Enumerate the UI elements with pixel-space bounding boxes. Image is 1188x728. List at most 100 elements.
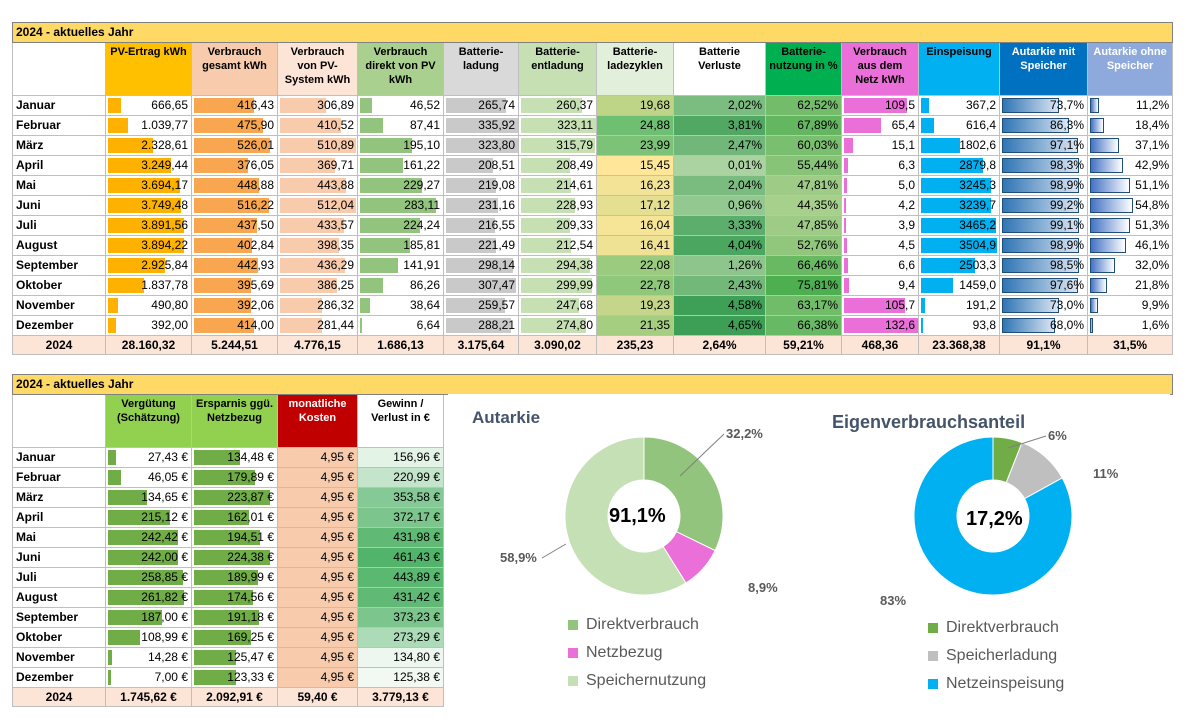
cell-value: 51,3%: [1135, 218, 1170, 232]
table-cell: 1,6%: [1086, 315, 1174, 336]
table-cell: 16,23: [596, 175, 674, 196]
table-row: Juli 258,85 € 189,99 € 4,95 € 443,89 €: [12, 567, 1173, 588]
month-label: Januar: [12, 447, 106, 468]
table-cell: 1459,0: [918, 275, 1000, 296]
cell-value: 4,95 €: [320, 550, 354, 564]
table-cell: 16,04: [596, 215, 674, 236]
table-cell: 9,9%: [1086, 295, 1174, 316]
table-cell: 215,12 €: [105, 507, 192, 528]
cell-value: 37,1%: [1135, 138, 1170, 152]
cell-value: 223,87 €: [227, 490, 274, 504]
table-cell: 42,9%: [1086, 155, 1174, 176]
table-row: Februar 46,05 € 179,89 € 4,95 € 220,99 €: [12, 467, 1173, 488]
cell-value: 86,3%: [1049, 118, 1084, 132]
month-label: Dezember: [12, 315, 106, 336]
table-cell: 2.925,84: [105, 255, 192, 276]
cell-value: 209,33: [556, 218, 593, 232]
table-cell: 98,5%: [999, 255, 1088, 276]
cell-value: 98,5%: [1049, 258, 1084, 272]
data-bar: [1090, 218, 1130, 233]
table-cell: 47,85%: [765, 215, 842, 236]
data-bar: [844, 218, 847, 233]
cell-value: 1.837,78: [141, 278, 188, 292]
cell-value: 299,99: [556, 278, 593, 292]
cell-value: Februar: [16, 470, 61, 484]
cell-value: 134,65 €: [141, 490, 188, 504]
column-header: Batterie-ladezyklen: [596, 42, 674, 96]
month-label: Dezember: [12, 667, 106, 688]
cell-value: 437,50: [237, 218, 274, 232]
cell-value: 68,0%: [1049, 318, 1084, 332]
table-cell: 242,42 €: [105, 527, 192, 548]
data-bar: [844, 98, 907, 113]
total-cell: 91,1%: [999, 335, 1088, 355]
table-cell: 22,78: [596, 275, 674, 296]
table-cell: 98,9%: [999, 235, 1088, 256]
total-cell: 2.092,91 €: [191, 687, 278, 707]
table-cell: 219,08: [443, 175, 519, 196]
data-bar: [446, 138, 518, 153]
data-bar: [921, 198, 992, 213]
table-cell: 86,3%: [999, 115, 1088, 136]
cell-value: 4,95 €: [320, 530, 354, 544]
cell-value: 187,00 €: [141, 610, 188, 624]
table-cell: 65,4: [841, 115, 919, 136]
column-header: Gewinn / Verlust in €: [357, 394, 444, 448]
cell-value: 208,49: [556, 158, 593, 172]
table-cell: 208,49: [518, 155, 597, 176]
cell-value: 229,27: [403, 178, 440, 192]
month-label: August: [12, 235, 106, 256]
data-bar: [921, 238, 997, 253]
autarkie-center-label: 91,1%: [609, 505, 666, 527]
table-cell: 18,4%: [1086, 115, 1174, 136]
cell-value: 9,4: [898, 278, 915, 292]
table-cell: 2.328,61: [105, 135, 192, 156]
cell-value: 431,42 €: [393, 590, 440, 604]
cell-value: November: [16, 650, 75, 664]
table-cell: 37,1%: [1086, 135, 1174, 156]
table-cell: 141,91: [357, 255, 444, 276]
cell-value: 242,42 €: [141, 530, 188, 544]
table-cell: 2879,8: [918, 155, 1000, 176]
table-cell: 616,4: [918, 115, 1000, 136]
table-cell: 212,54: [518, 235, 597, 256]
table-cell: 191,2: [918, 295, 1000, 316]
table-row: Oktober 108,99 € 169,25 € 4,95 € 273,29 €: [12, 627, 1173, 648]
cell-value: März: [16, 490, 44, 504]
cell-value: 109,5: [884, 98, 915, 112]
legend-speicherladung-2: Speicherladung: [928, 647, 1057, 665]
cell-value: Januar: [16, 98, 56, 112]
data-bar: [108, 218, 184, 233]
total-cell: 3.175,64: [443, 335, 519, 355]
table-cell: 4,95 €: [277, 507, 358, 528]
cell-value: 307,47: [478, 278, 515, 292]
data-bar: [194, 590, 254, 605]
table-cell: 44,35%: [765, 195, 842, 216]
table-cell: 67,89%: [765, 115, 842, 136]
month-label: April: [12, 155, 106, 176]
cell-value: September: [16, 258, 79, 272]
pie-slice-netzeinspeisung: [913, 436, 1073, 596]
data-bar: [1002, 98, 1060, 113]
table-cell: 191,18 €: [191, 607, 278, 628]
data-bar: [108, 530, 179, 545]
data-bar: [1002, 258, 1079, 273]
data-bar: [1090, 238, 1126, 253]
table-cell: 4,95 €: [277, 527, 358, 548]
data-bar: [108, 178, 181, 193]
table-row: September 2.925,84 442,93 436,29 141,91 298,1…: [12, 255, 1174, 276]
table-row: Dezember 7,00 € 123,33 € 4,95 € 125,38 €: [12, 667, 1173, 688]
data-bar: [1002, 278, 1079, 293]
cell-value: 185,81: [403, 238, 440, 252]
column-header: Batterie-entladung: [518, 42, 597, 96]
table-cell: 376,05: [191, 155, 278, 176]
cell-value: 3.894,22: [141, 238, 188, 252]
table-cell: 224,24: [357, 215, 444, 236]
data-bar: [1090, 178, 1130, 193]
total-cell: 59,40 €: [277, 687, 358, 707]
data-bar: [280, 298, 323, 313]
cell-value: 65,4: [891, 118, 915, 132]
table-cell: 99,1%: [999, 215, 1088, 236]
cell-value: 22,78: [639, 278, 670, 292]
data-bar: [921, 218, 997, 233]
